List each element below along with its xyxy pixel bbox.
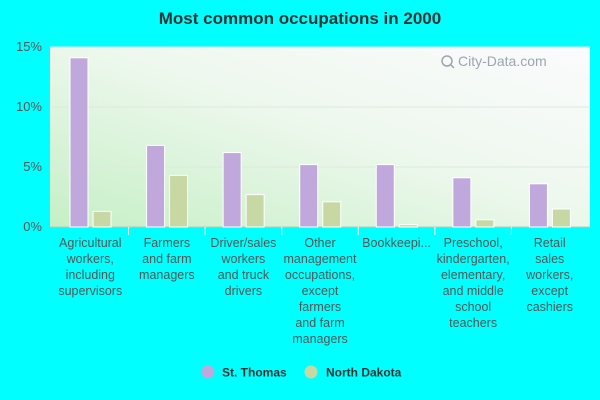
y-tick-label: 10%	[16, 99, 42, 114]
bar-north-dakota	[92, 210, 112, 228]
bar-st-thomas	[222, 152, 242, 228]
bar-north-dakota	[475, 219, 495, 228]
legend-swatch	[201, 365, 215, 379]
y-tick-label: 15%	[16, 39, 42, 54]
chart-title: Most common occupations in 2000	[159, 9, 441, 28]
x-tick-label: Bookkeepi...	[362, 236, 431, 250]
grid	[50, 46, 590, 228]
search-icon	[441, 55, 453, 67]
legend: St. Thomas North Dakota	[201, 365, 402, 380]
bar-st-thomas	[69, 57, 89, 228]
bar-st-thomas	[146, 144, 166, 228]
legend-swatch	[304, 365, 318, 379]
search-icon-handle	[449, 63, 455, 69]
watermark: City-Data.com	[441, 53, 547, 69]
bar-north-dakota	[398, 224, 418, 228]
watermark-text: City-Data.com	[458, 53, 547, 69]
x-tick-label: Agricultural workers, including supervisors	[58, 236, 122, 298]
x-axis: Agricultural workers, including supervisors…	[58, 227, 573, 346]
bar-st-thomas	[528, 183, 548, 228]
x-tick-label: Retail sales workers, except cashiers	[525, 236, 573, 314]
bar-north-dakota	[245, 194, 265, 228]
x-tick-label: Driver/sales workers and truck drivers	[210, 236, 276, 298]
x-tick-label: Farmers and farm managers	[139, 236, 195, 282]
legend-label: North Dakota	[326, 366, 402, 380]
x-tick-label: Preschool, kindergarten, elementary, and mi…	[437, 236, 510, 330]
y-tick-label: 5%	[23, 159, 42, 174]
x-tick-label: Other management occupations, except farmers…	[284, 236, 357, 346]
bars	[69, 57, 571, 228]
bar-st-thomas	[375, 164, 395, 228]
y-tick-label: 0%	[23, 219, 42, 234]
bar-st-thomas	[299, 164, 319, 228]
bar-st-thomas	[452, 177, 472, 228]
y-axis: 0% 5% 10% 15%	[16, 39, 42, 234]
legend-label: St. Thomas	[222, 366, 287, 380]
bar-north-dakota	[322, 201, 342, 228]
bar-north-dakota	[551, 208, 571, 228]
bar-north-dakota	[169, 174, 189, 228]
plot-area	[50, 47, 590, 227]
